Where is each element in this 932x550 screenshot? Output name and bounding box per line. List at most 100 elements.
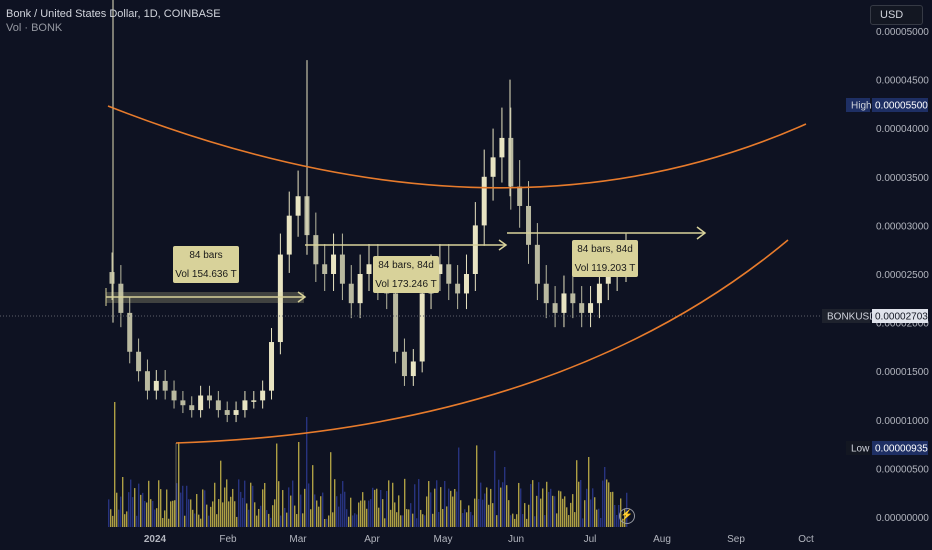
candle-body xyxy=(508,137,514,187)
volume-bar xyxy=(274,499,276,527)
volume-bar xyxy=(200,518,202,527)
price-tick-label: 0.00001000 xyxy=(876,416,929,427)
volume-bar xyxy=(492,503,494,527)
volume-bar xyxy=(552,495,554,527)
candle-body xyxy=(242,400,248,411)
volume-bar xyxy=(366,508,368,527)
volume-bar xyxy=(428,481,430,527)
low-tag-value-bg xyxy=(872,441,928,455)
candle-body xyxy=(481,176,487,226)
volume-bar xyxy=(148,480,150,527)
volume-bar xyxy=(248,509,250,527)
volume-bar xyxy=(252,485,254,527)
volume-bar xyxy=(336,496,338,527)
volume-bar xyxy=(582,518,584,527)
volume-bar xyxy=(250,482,252,527)
volume-bar xyxy=(382,499,384,527)
lightning-icon[interactable]: ⚡ xyxy=(619,508,635,524)
annotation-1-volume: Vol 154.636 T xyxy=(175,269,237,280)
volume-bar xyxy=(188,499,190,527)
volume-bar xyxy=(550,488,552,527)
volume-bar xyxy=(338,506,340,527)
volume-bar xyxy=(346,509,348,527)
volume-bar xyxy=(590,499,592,527)
symbol-tag-value-bg xyxy=(872,309,928,323)
candle-body xyxy=(162,380,168,391)
volume-bar xyxy=(202,489,204,527)
price-tick-label: 0.00004500 xyxy=(876,76,929,87)
volume-bar xyxy=(172,500,174,527)
volume-bar xyxy=(108,499,110,527)
volume-bar xyxy=(208,515,210,527)
upper-resistance-curve xyxy=(107,105,807,189)
volume-bar xyxy=(130,479,132,527)
volume-bar xyxy=(514,518,516,527)
volume-bar xyxy=(602,480,604,527)
volume-bar xyxy=(534,516,536,527)
candle-body xyxy=(401,351,407,377)
volume-bar xyxy=(606,479,608,527)
volume-bar xyxy=(458,447,460,527)
volume-bar xyxy=(266,510,268,527)
volume-bar xyxy=(410,503,412,527)
volume-bar xyxy=(464,509,466,527)
volume-bar xyxy=(400,515,402,527)
price-tick-label: 0.00000500 xyxy=(876,464,929,475)
annotation-1-bars: 84 bars xyxy=(189,250,223,261)
volume-bar xyxy=(224,487,226,527)
volume-bar xyxy=(576,460,578,527)
candle-body xyxy=(446,264,452,284)
candle-body xyxy=(393,293,399,352)
price-tick-label: 0.00004000 xyxy=(876,124,929,135)
high-tag-value: 0.00005500 xyxy=(875,101,928,112)
volume-bar xyxy=(596,509,598,527)
volume-bar xyxy=(412,513,414,527)
volume-bar xyxy=(598,508,600,527)
volume-bar xyxy=(460,500,462,527)
time-axis: 2024 Feb Mar Apr May Jun Jul Aug Sep Oct xyxy=(144,534,814,545)
volume-bar xyxy=(326,518,328,527)
volume-bar xyxy=(522,514,524,527)
measure-annotation-3: 84 bars, 84d Vol 119.203 T xyxy=(572,240,638,277)
volume-bar xyxy=(386,490,388,527)
volume-bar xyxy=(516,514,518,527)
volume-bar xyxy=(502,482,504,527)
volume-indicator-label: Vol · BONK xyxy=(6,22,63,34)
volume-bar xyxy=(348,516,350,527)
volume-bar xyxy=(584,500,586,527)
candle-body xyxy=(109,272,115,284)
annotation-2-volume: Vol 173.246 T xyxy=(375,279,437,290)
time-tick-label: Aug xyxy=(653,534,671,545)
candle-body xyxy=(561,293,567,313)
low-tag-label: Low xyxy=(851,444,870,455)
candle-body xyxy=(331,254,337,274)
candle-body xyxy=(189,405,195,411)
volume-bar xyxy=(532,480,534,527)
time-tick-label: 2024 xyxy=(144,534,167,545)
volume-bar xyxy=(116,492,118,527)
volume-bar xyxy=(256,515,258,527)
candle-body xyxy=(313,235,319,265)
volume-bar xyxy=(192,509,194,527)
volume-bar xyxy=(182,485,184,527)
volume-bar xyxy=(282,490,284,527)
volume-bar xyxy=(160,489,162,527)
volume-bar xyxy=(324,518,326,527)
volume-bar xyxy=(580,480,582,527)
candle-body xyxy=(322,264,328,274)
volume-bar xyxy=(566,507,568,527)
candle-body xyxy=(286,215,292,255)
volume-bar xyxy=(194,513,196,527)
time-tick-label: Jun xyxy=(508,534,524,545)
volume-bar xyxy=(268,513,270,527)
volume-bar xyxy=(352,515,354,527)
currency-button[interactable]: USD xyxy=(870,5,923,25)
volume-bar xyxy=(484,493,486,527)
volume-bar xyxy=(604,467,606,527)
candle-body xyxy=(251,400,257,402)
candle-body xyxy=(472,225,478,274)
candle-body xyxy=(552,303,558,313)
low-tag-label-bg xyxy=(846,441,870,455)
